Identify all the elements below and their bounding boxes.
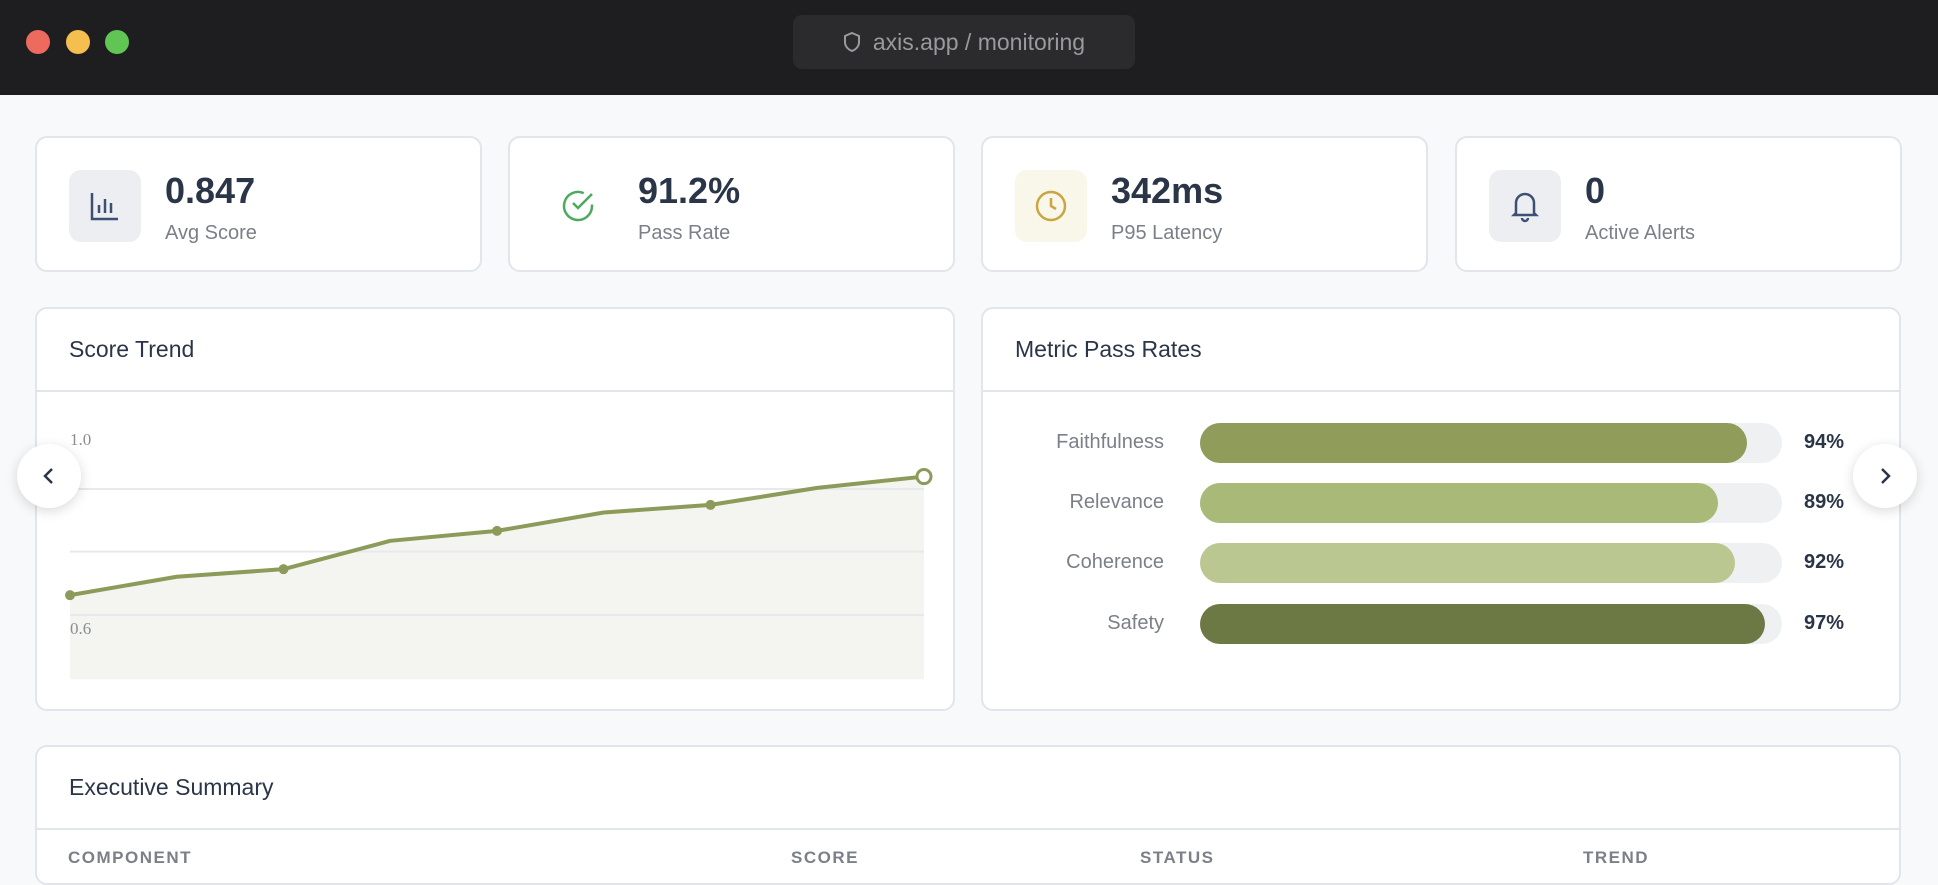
trend-area xyxy=(70,476,924,680)
bar-value-label: 92% xyxy=(1804,551,1845,573)
stat-card-latency: 342ms P95 Latency xyxy=(981,136,1428,272)
clock-icon xyxy=(1015,170,1087,242)
data-point xyxy=(278,564,289,575)
bar-track xyxy=(1200,604,1782,644)
stat-value: 91.2% xyxy=(638,170,741,211)
stat-card-avg-score: 0.847 Avg Score xyxy=(35,136,482,272)
maximize-window-button[interactable] xyxy=(105,30,129,54)
stat-label: Active Alerts xyxy=(1585,222,1696,244)
score-trend-title: Score Trend xyxy=(37,309,953,392)
stat-card-alerts: 0 Active Alerts xyxy=(1455,136,1902,272)
bar-label: Coherence xyxy=(1066,551,1164,573)
bar-track xyxy=(1200,543,1782,583)
y-tick-label: 0.6 xyxy=(70,619,91,638)
bar-track xyxy=(1200,483,1782,523)
bar-row: Faithfulness 94% xyxy=(983,423,1899,463)
bar-row: Relevance 89% xyxy=(983,483,1899,523)
bar-label: Safety xyxy=(1107,612,1164,634)
column-header-score[interactable]: SCORE xyxy=(791,848,859,867)
previous-button[interactable] xyxy=(17,444,81,508)
executive-summary-title: Executive Summary xyxy=(37,747,1899,830)
chevron-left-icon xyxy=(43,468,53,484)
bar-fill xyxy=(1200,483,1718,523)
bar-row: Safety 97% xyxy=(983,604,1899,644)
bar-fill xyxy=(1200,604,1765,644)
stat-value: 0 xyxy=(1585,170,1606,211)
bell-icon xyxy=(1489,170,1561,242)
score-trend-card: Score Trend 1.0 0.6 xyxy=(35,307,955,711)
bar-value-label: 89% xyxy=(1804,491,1845,513)
pass-rates-card: Metric Pass Rates Faithfulness 94% Releva… xyxy=(981,307,1901,711)
bar-value-label: 97% xyxy=(1804,612,1845,634)
bar-label: Faithfulness xyxy=(1056,431,1164,453)
next-button[interactable] xyxy=(1853,444,1917,508)
stat-label: P95 Latency xyxy=(1111,222,1223,244)
data-point xyxy=(915,468,933,486)
bar-fill xyxy=(1200,423,1748,463)
bar-chart-icon xyxy=(69,170,141,242)
y-tick-label: 1.0 xyxy=(70,430,91,449)
chevron-right-icon xyxy=(1881,468,1891,484)
bar-track xyxy=(1200,423,1782,463)
browser-titlebar: axis.app / monitoring xyxy=(0,0,1938,95)
data-point xyxy=(705,499,716,510)
score-trend-chart: 1.0 0.6 xyxy=(65,430,933,680)
data-point xyxy=(492,525,502,536)
close-window-button[interactable] xyxy=(26,30,50,54)
stat-label: Avg Score xyxy=(165,222,257,244)
column-header-component[interactable]: COMPONENT xyxy=(68,848,192,867)
column-header-trend[interactable]: TREND xyxy=(1583,848,1650,867)
bar-label: Relevance xyxy=(1069,491,1164,513)
minimize-window-button[interactable] xyxy=(66,30,90,54)
stat-value: 0.847 xyxy=(165,170,256,211)
bar-row: Coherence 92% xyxy=(983,543,1899,583)
column-header-status[interactable]: STATUS xyxy=(1140,848,1215,867)
check-circle-icon xyxy=(542,170,614,242)
pass-rates-title: Metric Pass Rates xyxy=(983,309,1899,392)
stat-label: Pass Rate xyxy=(638,222,731,244)
bar-value-label: 94% xyxy=(1804,431,1845,453)
bar-fill xyxy=(1200,543,1736,583)
shield-icon xyxy=(843,31,860,53)
stat-value: 342ms xyxy=(1111,170,1224,211)
url-text: axis.app / monitoring xyxy=(872,28,1086,55)
data-point xyxy=(65,590,75,601)
address-bar[interactable]: axis.app / monitoring xyxy=(793,15,1135,69)
stat-card-pass-rate: 91.2% Pass Rate xyxy=(508,136,955,272)
